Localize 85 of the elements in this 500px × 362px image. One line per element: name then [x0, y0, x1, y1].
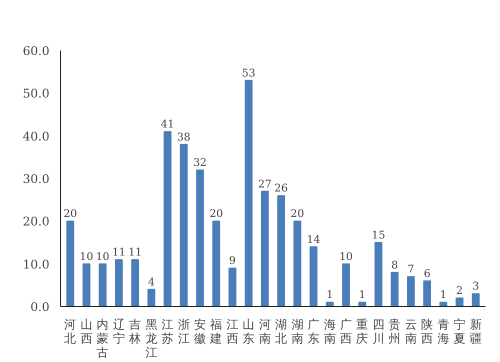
bar	[423, 280, 432, 306]
x-tick-label: 辽宁	[112, 318, 125, 346]
x-tick-label: 四川	[372, 318, 384, 346]
bar	[406, 276, 415, 306]
x-tick-label: 浙江	[178, 318, 190, 346]
bar	[212, 220, 220, 306]
bar	[147, 288, 156, 306]
data-label: 41	[160, 118, 174, 131]
data-label: 10	[339, 250, 353, 263]
data-label: 20	[290, 207, 304, 220]
y-tick-label: 60.0	[22, 44, 50, 58]
data-label: 3	[472, 280, 480, 293]
data-label: 53	[242, 66, 256, 80]
data-label: 15	[372, 228, 386, 242]
x-tick-label: 内蒙古	[96, 318, 109, 360]
x-tick-label: 新疆	[470, 318, 482, 346]
x-tick-label: 安徽	[194, 318, 206, 346]
x-tick-label: 河北	[64, 318, 76, 346]
x-tick-label: 海南	[324, 318, 336, 346]
data-label: 8	[391, 258, 398, 272]
x-tick-label: 宁夏	[454, 318, 466, 346]
x-tick-label: 湖北	[275, 318, 288, 346]
x-tick-label: 江西	[226, 318, 238, 346]
x-tick-label: 河南	[258, 318, 271, 346]
data-label: 11	[112, 246, 126, 259]
bar	[293, 220, 302, 306]
bar	[180, 144, 188, 306]
bar	[82, 263, 90, 306]
bar	[244, 80, 253, 306]
x-tick-label: 贵州	[388, 318, 401, 346]
bar	[472, 293, 480, 306]
data-label: 38	[177, 130, 191, 144]
data-label: 1	[326, 288, 334, 302]
data-label: 4	[148, 275, 155, 288]
bar	[342, 263, 350, 306]
bar	[439, 302, 448, 306]
data-label: 1	[358, 288, 366, 302]
bar	[260, 190, 269, 306]
data-label: 7	[407, 262, 414, 276]
data-label: 11	[128, 246, 142, 259]
bar	[196, 169, 204, 306]
y-tick-label: 50.0	[22, 86, 50, 101]
x-tick-label: 吉林	[128, 318, 142, 346]
data-label: 10	[96, 250, 110, 263]
data-label: 14	[306, 232, 321, 246]
data-label: 9	[229, 254, 236, 268]
data-label: 2	[456, 284, 463, 297]
bar	[98, 263, 107, 306]
x-tick-label: 湖南	[291, 318, 304, 346]
x-tick-label: 山西	[80, 318, 92, 346]
x-tick-label: 青海	[437, 318, 450, 346]
data-label: 20	[63, 207, 78, 220]
bar	[374, 242, 382, 306]
x-tick-label: 广西	[340, 318, 352, 346]
bar	[66, 220, 74, 306]
x-tick-label: 广东	[308, 318, 320, 346]
y-tick-label: 30.0	[22, 172, 50, 186]
x-tick-label: 陕西	[421, 318, 434, 346]
bar	[164, 131, 172, 306]
bar	[277, 195, 286, 306]
data-label: 26	[274, 182, 288, 195]
bar	[310, 246, 318, 306]
bar	[114, 259, 123, 306]
data-label: 32	[193, 156, 207, 169]
x-tick-label: 云南	[404, 318, 417, 346]
bar	[131, 259, 140, 306]
x-tick-label: 江苏	[162, 318, 174, 346]
x-tick-label: 黑龙江	[145, 318, 158, 360]
y-tick-label: 40.0	[22, 129, 50, 144]
data-label: 20	[209, 207, 224, 220]
bar	[390, 272, 399, 306]
bar	[358, 302, 366, 306]
data-label: 1	[440, 288, 447, 302]
y-tick-label: 10.0	[22, 257, 50, 272]
x-tick-label: 福建	[209, 318, 222, 346]
data-label: 27	[258, 177, 272, 190]
y-tick-label: 0.0	[30, 300, 50, 314]
x-tick-label: 山东	[242, 318, 255, 346]
data-label: 10	[80, 250, 94, 263]
data-label: 6	[424, 266, 431, 280]
bar	[228, 268, 236, 306]
x-tick-label: 重庆	[356, 318, 368, 346]
bar	[456, 297, 464, 306]
y-tick-label: 20.0	[22, 214, 50, 229]
bar	[326, 302, 334, 306]
